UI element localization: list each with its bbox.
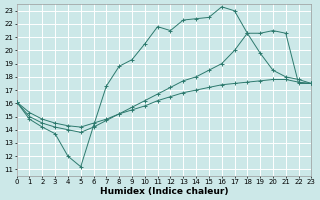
X-axis label: Humidex (Indice chaleur): Humidex (Indice chaleur) — [100, 187, 228, 196]
